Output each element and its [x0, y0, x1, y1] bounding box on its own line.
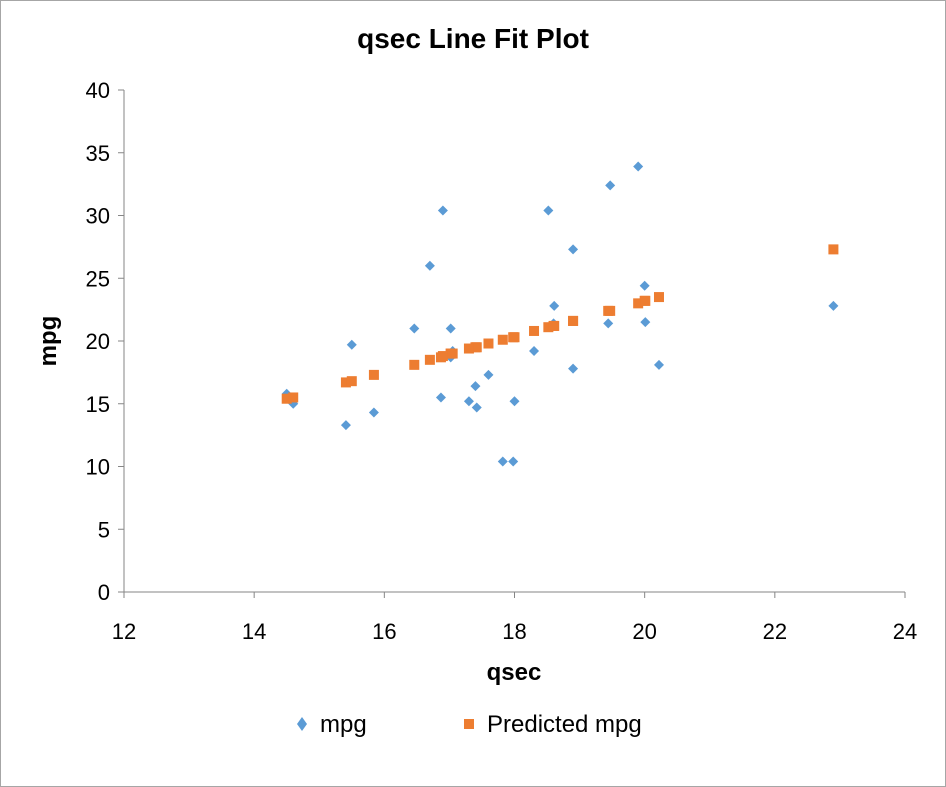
mpg-point — [346, 339, 357, 350]
mpg-point — [603, 318, 614, 329]
plot-points — [281, 161, 839, 467]
legend: mpg Predicted mpg — [297, 711, 642, 738]
legend-mpg-label: mpg — [320, 711, 367, 738]
predicted-mpg-point — [409, 359, 420, 370]
mpg-point — [549, 300, 560, 311]
mpg-point — [529, 346, 540, 357]
y-axis-ticks: 0 5 10 15 20 25 30 35 40 — [86, 78, 124, 605]
x-tick-label: 16 — [372, 619, 396, 644]
y-tick-label: 35 — [86, 141, 110, 166]
mpg-point — [508, 456, 519, 467]
predicted-mpg-point — [447, 348, 458, 359]
predicted-mpg-point — [543, 322, 554, 333]
x-tick-label: 12 — [112, 619, 136, 644]
predicted-mpg-point — [508, 332, 519, 343]
x-axis-title: qsec — [487, 659, 542, 686]
mpg-point — [368, 407, 379, 418]
y-tick-label: 25 — [86, 266, 110, 291]
predicted-mpg-point — [288, 392, 299, 403]
y-tick-label: 5 — [98, 517, 110, 542]
mpg-point — [633, 161, 644, 172]
mpg-point — [497, 456, 508, 467]
mpg-point — [509, 396, 520, 407]
predicted-mpg-point — [653, 292, 664, 303]
predicted-mpg-point — [463, 343, 474, 354]
predicted-mpg-point — [633, 298, 644, 309]
mpg-point — [568, 244, 579, 255]
mpg-point — [340, 420, 351, 431]
mpg-point — [470, 381, 481, 392]
chart-title: qsec Line Fit Plot — [357, 23, 589, 54]
x-axis-ticks: 12 14 16 18 20 22 24 — [112, 592, 917, 644]
x-tick-label: 14 — [242, 619, 266, 644]
mpg-point — [640, 317, 651, 328]
predicted-mpg-point — [605, 305, 616, 316]
predicted-mpg-point — [483, 338, 494, 349]
mpg-point — [639, 280, 650, 291]
mpg-point — [483, 369, 494, 380]
legend-predicted-marker — [464, 719, 474, 729]
y-tick-label: 40 — [86, 78, 110, 103]
y-axis-title: mpg — [35, 316, 62, 367]
mpg-point — [435, 392, 446, 403]
predicted-mpg-point — [346, 376, 357, 387]
mpg-point — [471, 402, 482, 413]
predicted-mpg-point — [497, 334, 508, 345]
y-tick-label: 20 — [86, 329, 110, 354]
mpg-point — [463, 396, 474, 407]
y-tick-label: 10 — [86, 455, 110, 480]
x-tick-label: 24 — [893, 619, 917, 644]
series-predicted-mpg — [281, 244, 839, 404]
predicted-mpg-point — [529, 325, 540, 336]
predicted-mpg-point — [424, 354, 435, 365]
predicted-mpg-point — [368, 369, 379, 380]
x-tick-label: 20 — [632, 619, 656, 644]
predicted-mpg-point — [281, 393, 292, 404]
mpg-point — [437, 205, 448, 216]
series-mpg — [281, 161, 839, 467]
legend-mpg-marker — [297, 717, 307, 731]
y-tick-label: 30 — [86, 204, 110, 229]
mpg-point — [424, 260, 435, 271]
mpg-point — [605, 180, 616, 191]
x-tick-label: 18 — [502, 619, 526, 644]
x-tick-label: 22 — [763, 619, 787, 644]
y-tick-label: 15 — [86, 392, 110, 417]
predicted-mpg-point — [471, 342, 482, 353]
mpg-point — [445, 323, 456, 334]
mpg-point — [828, 300, 839, 311]
mpg-point — [409, 323, 420, 334]
legend-predicted-label: Predicted mpg — [487, 711, 642, 738]
predicted-mpg-point — [548, 320, 559, 331]
mpg-point — [568, 363, 579, 374]
predicted-mpg-point — [437, 351, 448, 362]
predicted-mpg-point — [828, 244, 839, 255]
mpg-point — [543, 205, 554, 216]
predicted-mpg-point — [568, 315, 579, 326]
mpg-point — [653, 359, 664, 370]
y-tick-label: 0 — [98, 580, 110, 605]
predicted-mpg-point — [640, 295, 651, 306]
predicted-mpg-point — [340, 377, 351, 388]
